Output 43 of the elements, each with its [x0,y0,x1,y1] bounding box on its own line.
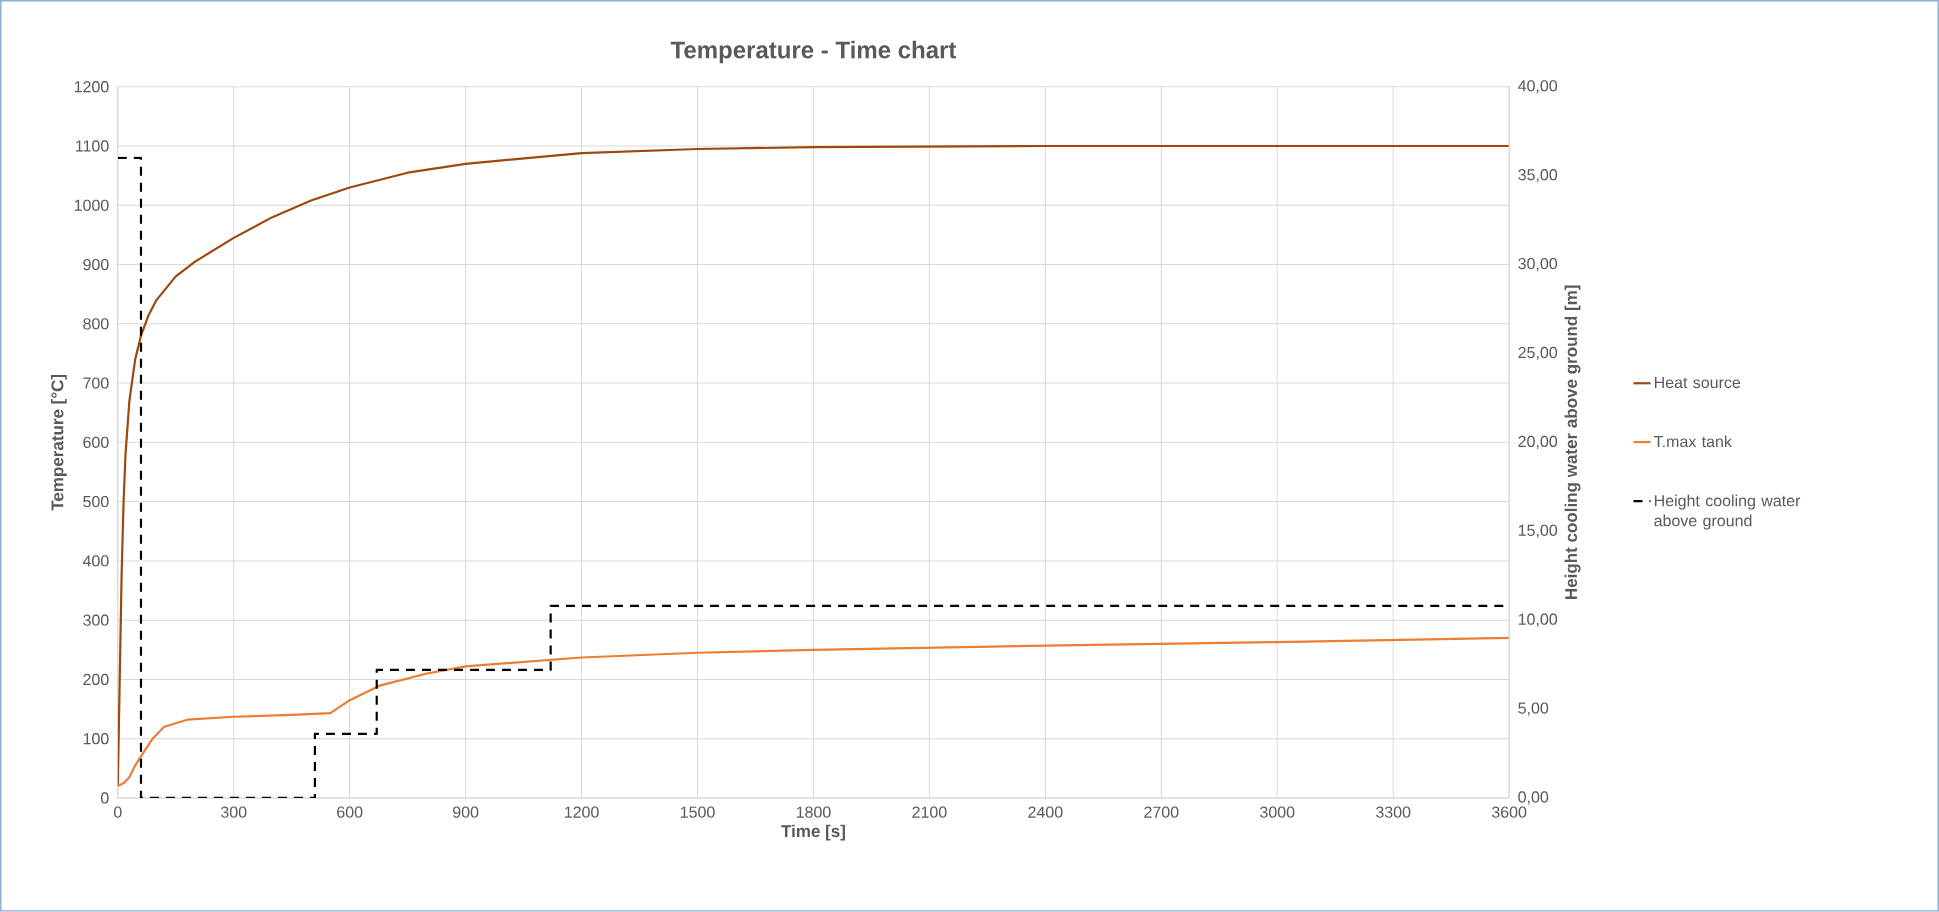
y2-tick-label: 15,00 [1518,524,1558,538]
x-tick-label: 300 [221,806,247,818]
y-tick-label: 700 [83,377,109,389]
legend-label: T.max tank [1654,435,1732,448]
x-tick-label: 1500 [680,806,715,818]
legend-label: Height cooling water above ground [1654,494,1801,530]
y2-tick-label: 10,00 [1518,613,1558,627]
y2-tick-label: 40,00 [1518,80,1558,94]
y-tick-label: 1000 [74,199,109,212]
y-tick-label: 0 [100,792,109,804]
y-tick-label: 500 [83,496,109,508]
y-tick-label: 1100 [76,140,109,152]
y2-tick-label: 0,00 [1518,791,1549,805]
y-tick-label: 200 [83,673,109,686]
x-tick-label: 1200 [564,806,599,818]
x-tick-label: 3000 [1260,806,1295,818]
y-tick-label: 600 [83,436,109,449]
x-tick-label: 0 [113,806,122,818]
x-tick-label: 1800 [796,806,831,818]
y-tick-label: 1200 [74,81,109,93]
y-tick-label: 400 [82,555,109,567]
x-tick-label: 600 [337,806,363,818]
x-tick-label: 3600 [1491,806,1527,818]
y-tick-label: 100 [83,733,109,745]
x-tick-label: 900 [453,806,479,818]
y2-tick-label: 35,00 [1518,169,1558,183]
x-axis-title: Time [s] [781,824,845,841]
y2-tick-label: 20,00 [1518,435,1558,450]
chart-title: Temperature - Time chart [670,40,957,64]
y2-tick-label: 25,00 [1518,346,1558,361]
y-tick-label: 800 [83,318,109,330]
y-tick-label: 300 [83,614,109,626]
x-tick-label: 3300 [1375,806,1411,818]
y-axis-title: Temperature [°C] [50,375,67,511]
x-tick-label: 2700 [1144,806,1179,818]
y2-tick-label: 30,00 [1518,258,1558,272]
y-tick-label: 900 [83,259,109,271]
y2-axis-title: Height cooling water above ground [m] [1564,285,1581,600]
x-tick-label: 2100 [912,806,947,818]
legend-label: Heat source [1654,377,1741,389]
y2-tick-label: 5,00 [1518,702,1549,716]
line-series [117,636,1510,788]
x-tick-label: 2400 [1028,806,1063,818]
